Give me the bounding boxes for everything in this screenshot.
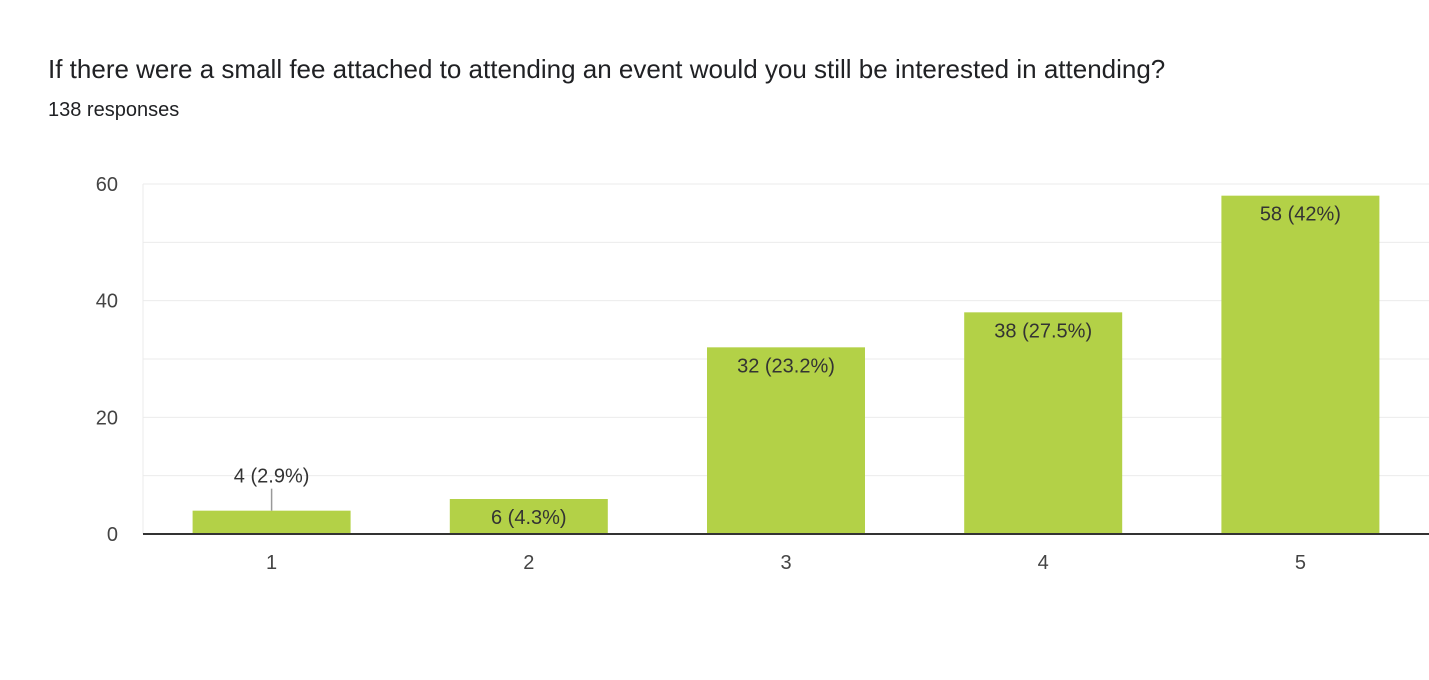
bar-5 [1221, 195, 1380, 534]
bar-1 [192, 510, 351, 534]
response-count: 138 responses [48, 99, 180, 121]
bar-3 [707, 347, 865, 534]
y-tick-label-0: 0 [107, 524, 118, 546]
x-tick-label-4: 4 [1038, 552, 1049, 574]
data-label-5: 58 (42%) [1260, 204, 1341, 226]
x-tick-label-3: 3 [780, 552, 791, 574]
x-tick-label-5: 5 [1295, 552, 1306, 574]
data-label-3: 32 (23.2%) [737, 355, 835, 377]
data-label-2: 6 (4.3%) [491, 507, 567, 529]
data-label-4: 38 (27.5%) [994, 320, 1092, 342]
data-label-1: 4 (2.9%) [234, 466, 310, 488]
y-tick-label-60: 60 [96, 174, 118, 196]
y-tick-label-40: 40 [96, 291, 118, 313]
bar-2 [449, 499, 608, 534]
x-tick-label-1: 1 [266, 552, 277, 574]
bar-4 [964, 312, 1123, 534]
question-title: If there were a small fee attached to at… [48, 54, 1166, 84]
y-tick-label-20: 20 [96, 407, 118, 429]
x-tick-label-2: 2 [523, 552, 534, 574]
